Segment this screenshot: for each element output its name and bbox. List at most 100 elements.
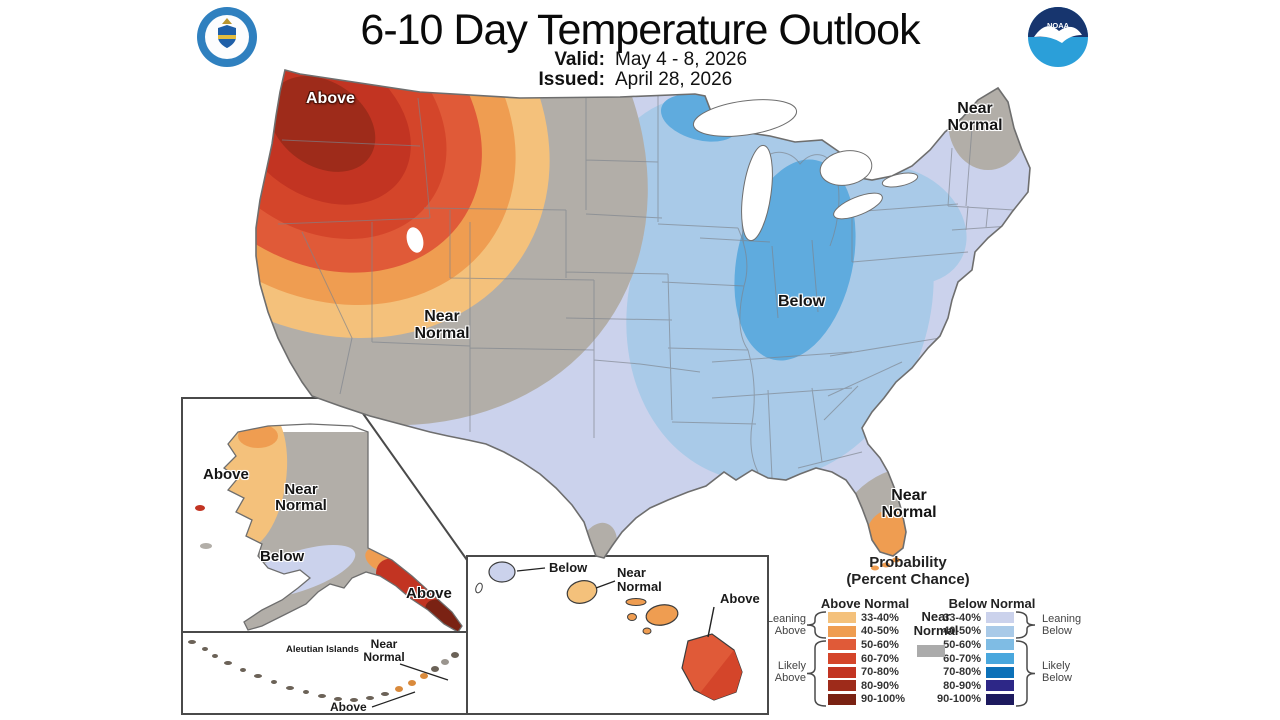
- hawaii-above-pointer-line: [707, 606, 715, 638]
- map-label-central-near-normal: Near Normal: [414, 308, 470, 342]
- aleutian-island: [240, 668, 246, 672]
- alaska-inset: [181, 397, 468, 633]
- issued-label: Issued:: [538, 69, 605, 90]
- band-above-80-90: [268, 76, 376, 172]
- legend-row-above-33-40%: 33-40%: [828, 611, 913, 625]
- legend-swatch-above: [828, 693, 856, 705]
- aleutian-island: [451, 652, 459, 658]
- legend-range-label: 40-50%: [943, 625, 981, 638]
- aleutian-above-pointer-line: [371, 691, 416, 708]
- legend-range-label: 33-40%: [943, 611, 981, 624]
- great-salt-lake: [406, 227, 424, 253]
- legend-likely-below-label: Likely Below: [1042, 660, 1072, 684]
- lake-ontario: [881, 172, 919, 188]
- aleutian-island: [334, 697, 342, 701]
- legend-range-label: 60-70%: [943, 652, 981, 665]
- legend-title-line2: (Percent Chance): [846, 571, 970, 588]
- map-label-florida-near-normal: Near Normal: [881, 487, 937, 521]
- legend-range-label: 70-80%: [943, 666, 981, 679]
- alaska-label-southeast-above: Above: [406, 585, 452, 602]
- legend-swatch-above: [828, 625, 856, 637]
- legend-range-label: 90-100%: [936, 693, 981, 706]
- legend-row-below-70-80%: 70-80%: [925, 665, 1014, 679]
- legend-row-below-60-70%: 60-70%: [925, 652, 1014, 666]
- aleutian-island-above: [395, 686, 403, 692]
- aleutian-island: [188, 640, 196, 644]
- alaska-coastline: [222, 423, 463, 633]
- issued-line: Issued: April 28, 2026: [420, 69, 860, 90]
- valid-line: Valid: May 4 - 8, 2026: [420, 49, 860, 70]
- legend-range-label: 33-40%: [861, 611, 899, 624]
- hawaii-inset: [466, 555, 769, 715]
- aleutian-island: [381, 692, 389, 696]
- legend-row-below-80-90%: 80-90%: [925, 679, 1014, 693]
- legend-swatch-above: [828, 680, 856, 692]
- map-label-midwest-below: Below: [778, 293, 826, 310]
- hawaii-island-lanai: [627, 613, 637, 621]
- alaska-island-west: [195, 505, 205, 511]
- aleutian-islands-group: [188, 640, 459, 702]
- legend-swatch-below: [986, 625, 1014, 637]
- page-title: 6-10 Day Temperature Outlook: [360, 6, 920, 54]
- noaa-bird-icon: [1034, 26, 1082, 43]
- legend-row-below-50-60%: 50-60%: [925, 638, 1014, 652]
- aleutian-island: [366, 696, 374, 700]
- hawaii-island-kahoolawe: [642, 627, 652, 635]
- lake-michigan: [741, 144, 773, 242]
- alaska-label-south-below: Below: [260, 548, 305, 565]
- florida-key: [892, 557, 900, 563]
- map-label-maine-near-normal: Near Normal: [947, 100, 1003, 134]
- legend-leaning-below-label: Leaning Below: [1042, 613, 1082, 637]
- aleutian-island: [318, 694, 326, 698]
- legend-range-label: 50-60%: [943, 638, 981, 651]
- legend-below-rows: 33-40% 40-50% 50-60% 60-70% 70-80% 80-90% 90-1…: [925, 611, 1014, 706]
- aleutian-label-near-normal: Near Normal: [363, 637, 405, 664]
- aleutian-island-near-normal: [441, 659, 449, 665]
- hawaii-island-maui: [645, 604, 679, 626]
- legend-row-above-60-70%: 60-70%: [828, 652, 913, 666]
- hawaii-label-below: Below: [549, 560, 588, 575]
- hawaii-island-molokai: [625, 598, 647, 606]
- valid-label: Valid:: [554, 49, 605, 70]
- legend-row-above-80-90%: 80-90%: [828, 679, 913, 693]
- legend-row-below-90-100%: 90-100%: [925, 693, 1014, 707]
- aleutian-island: [350, 698, 358, 702]
- legend-swatch-below: [986, 693, 1014, 705]
- legend-row-below-33-40%: 33-40%: [925, 611, 1014, 625]
- aleutian-island-above: [408, 680, 416, 686]
- doc-seal-eagle: [222, 18, 232, 24]
- legend: Probability (Percent Chance) Above Norma…: [758, 550, 1102, 720]
- legend-title-line1: Probability: [869, 554, 947, 571]
- legend-swatch-above: [828, 639, 856, 651]
- lake-erie: [833, 192, 883, 220]
- legend-swatch-below: [986, 639, 1014, 651]
- legend-above-rows: 33-40% 40-50% 50-60% 60-70% 70-80% 80-90% 90-1…: [828, 611, 913, 706]
- doc-seal-logo: [195, 5, 259, 74]
- aleutian-label-above: Above: [330, 700, 367, 714]
- legend-leaning-above-label: Leaning Above: [766, 613, 806, 637]
- hawaii-below-pointer-line: [516, 567, 546, 572]
- alaska-label-west-above: Above: [203, 466, 249, 483]
- doc-seal-shield-band: [218, 35, 236, 39]
- legend-row-below-40-50%: 40-50%: [925, 625, 1014, 639]
- conus-coastline: [255, 69, 1031, 559]
- legend-swatch-below: [986, 612, 1014, 624]
- legend-near-normal-swatch: [917, 645, 945, 657]
- legend-row-above-40-50%: 40-50%: [828, 625, 913, 639]
- legend-range-label: 80-90%: [861, 679, 899, 692]
- aleutian-island: [202, 647, 208, 651]
- legend-swatch-above: [828, 666, 856, 678]
- brace-likely-below: [1015, 640, 1036, 707]
- lake-huron: [819, 150, 873, 186]
- legend-row-above-90-100%: 90-100%: [828, 693, 913, 707]
- florida-keys: [871, 557, 900, 571]
- aleutian-island: [286, 686, 294, 690]
- hawaii-label-near-normal: Near Normal: [617, 565, 662, 594]
- alaska-island-nunivak: [200, 543, 212, 549]
- legend-range-label: 70-80%: [861, 666, 899, 679]
- noaa-logo-text: NOAA: [1047, 21, 1070, 30]
- hawaii-near-normal-pointer-line: [595, 580, 616, 589]
- alaska-label-near-normal: Near Normal: [275, 481, 327, 514]
- hawaii-label-above: Above: [720, 591, 760, 606]
